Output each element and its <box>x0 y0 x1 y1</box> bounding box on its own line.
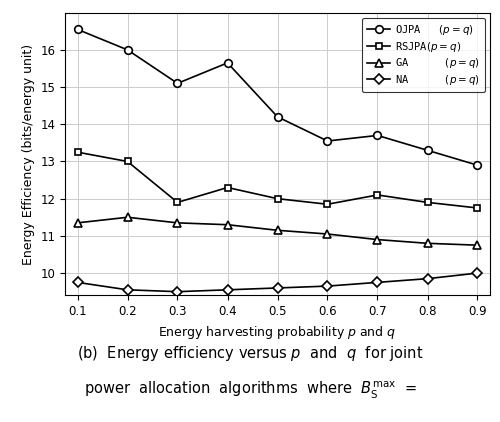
GA      $(p = q)$ <box>324 232 330 237</box>
Line: RSJPA$(p = q)$: RSJPA$(p = q)$ <box>74 149 481 211</box>
OJPA   $(p = q)$ <box>174 81 180 86</box>
RSJPA$(p = q)$ <box>174 200 180 205</box>
RSJPA$(p = q)$ <box>324 202 330 207</box>
RSJPA$(p = q)$ <box>224 185 230 190</box>
RSJPA$(p = q)$ <box>74 150 80 155</box>
NA      $(p = q)$ <box>374 280 380 285</box>
RSJPA$(p = q)$ <box>474 206 480 211</box>
GA      $(p = q)$ <box>124 215 130 220</box>
Text: (b)  Energy efficiency versus $p$  and  $q$  for joint: (b) Energy efficiency versus $p$ and $q$… <box>77 344 423 363</box>
Line: NA      $(p = q)$: NA $(p = q)$ <box>74 270 481 295</box>
NA      $(p = q)$ <box>424 276 430 281</box>
Legend: OJPA   $(p = q)$, RSJPA$(p = q)$, GA      $(p = q)$, NA      $(p = q)$: OJPA $(p = q)$, RSJPA$(p = q)$, GA $(p =… <box>362 18 485 92</box>
GA      $(p = q)$ <box>74 220 80 225</box>
Text: power  allocation  algorithms  where  $B_{\mathrm{S}}^{\max}$  =: power allocation algorithms where $B_{\m… <box>84 380 416 401</box>
GA      $(p = q)$ <box>374 237 380 242</box>
RSJPA$(p = q)$ <box>274 196 280 201</box>
RSJPA$(p = q)$ <box>124 159 130 164</box>
Y-axis label: Energy Efficiency (bits/energy unit): Energy Efficiency (bits/energy unit) <box>22 43 35 265</box>
NA      $(p = q)$ <box>124 287 130 292</box>
NA      $(p = q)$ <box>274 285 280 290</box>
GA      $(p = q)$ <box>224 222 230 227</box>
NA      $(p = q)$ <box>324 284 330 289</box>
OJPA   $(p = q)$ <box>424 148 430 153</box>
OJPA   $(p = q)$ <box>274 114 280 119</box>
OJPA   $(p = q)$ <box>474 162 480 168</box>
RSJPA$(p = q)$ <box>424 200 430 205</box>
NA      $(p = q)$ <box>174 289 180 294</box>
NA      $(p = q)$ <box>474 271 480 276</box>
OJPA   $(p = q)$ <box>374 133 380 138</box>
X-axis label: Energy harvesting probability $p$ and $q$: Energy harvesting probability $p$ and $q… <box>158 324 396 341</box>
OJPA   $(p = q)$ <box>74 27 80 32</box>
OJPA   $(p = q)$ <box>324 138 330 143</box>
GA      $(p = q)$ <box>474 243 480 248</box>
NA      $(p = q)$ <box>224 287 230 292</box>
OJPA   $(p = q)$ <box>224 60 230 65</box>
Line: OJPA   $(p = q)$: OJPA $(p = q)$ <box>74 26 482 169</box>
GA      $(p = q)$ <box>174 220 180 225</box>
OJPA   $(p = q)$ <box>124 47 130 52</box>
NA      $(p = q)$ <box>74 280 80 285</box>
GA      $(p = q)$ <box>274 228 280 233</box>
RSJPA$(p = q)$ <box>374 192 380 197</box>
Line: GA      $(p = q)$: GA $(p = q)$ <box>74 214 482 249</box>
GA      $(p = q)$ <box>424 241 430 246</box>
